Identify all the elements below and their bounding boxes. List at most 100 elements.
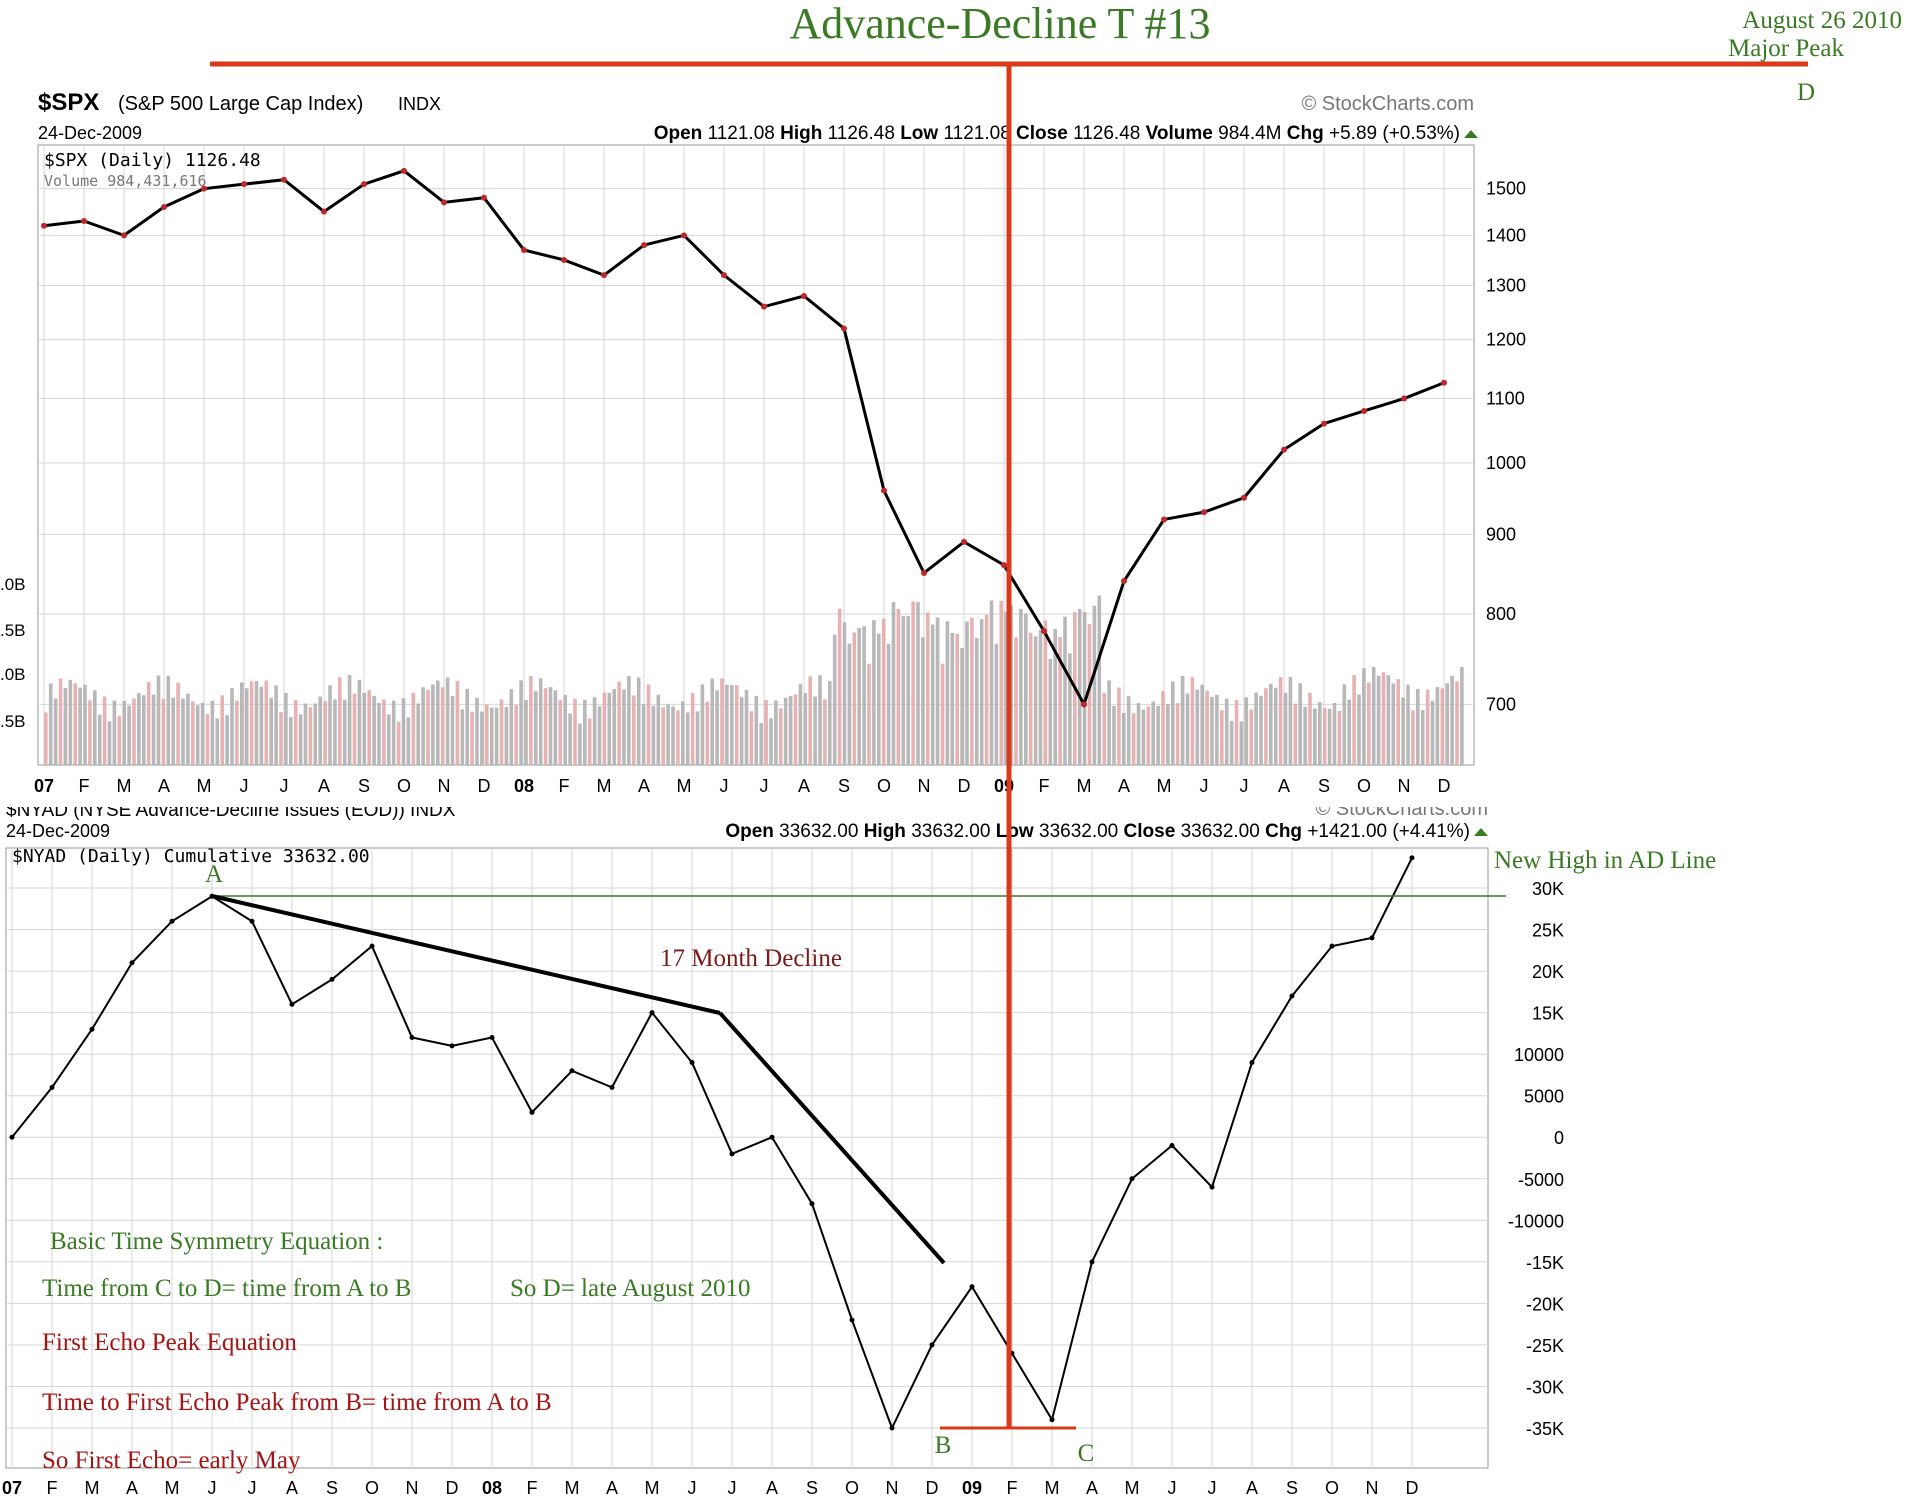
volume-bar	[813, 696, 817, 765]
spx-price-point	[121, 232, 127, 239]
volume-bar	[1288, 677, 1293, 765]
volume-bar	[720, 678, 724, 765]
spx-y-tick-label: 1200	[1486, 330, 1526, 350]
volume-bar	[284, 692, 288, 765]
volume-bar	[475, 697, 479, 765]
volume-bar	[764, 699, 768, 765]
volume-bar	[1229, 720, 1234, 765]
volume-bar	[88, 700, 92, 765]
volume-bar	[563, 694, 567, 765]
volume-bar	[749, 711, 754, 765]
volume-bar	[862, 626, 866, 765]
volume-bar	[450, 695, 455, 765]
spx-x-tick-label: J	[720, 776, 729, 796]
volume-bar	[1244, 697, 1249, 765]
nyad-x-tick-label: O	[845, 1478, 859, 1498]
volume-bar	[225, 715, 229, 765]
volume-bar	[685, 712, 690, 765]
volume-bar	[1318, 702, 1322, 765]
volume-bar	[1381, 672, 1386, 765]
spx-date: 24-Dec-2009	[38, 123, 142, 143]
spx-axis: 700 800 900 1000 1100 1200 1300 1400 1500 07 F M A M J…	[34, 179, 1526, 796]
nyad-y-tick-label: 30K	[1532, 879, 1564, 899]
nyad-point	[129, 960, 135, 966]
nyad-point	[729, 1151, 735, 1157]
volume-bar	[44, 712, 48, 765]
nyad-line	[11, 857, 1413, 1431]
spx-price-point	[281, 176, 287, 183]
volume-bar	[1102, 693, 1106, 765]
volume-bar	[406, 717, 411, 765]
spx-x-tick-label: M	[597, 776, 612, 796]
volume-bar	[1416, 688, 1420, 765]
nyad-x-tick-label: 09	[962, 1478, 982, 1498]
nyad-point	[769, 1134, 775, 1140]
volume-bar	[1171, 681, 1175, 765]
volume-bar	[524, 700, 528, 765]
nyad-plot-frame	[5, 847, 1489, 1469]
volume-bar	[759, 723, 763, 765]
volume-bar	[1195, 689, 1200, 765]
nyad-x-tick-label: F	[47, 1478, 58, 1498]
nyad-x-tick-label: A	[286, 1478, 298, 1498]
volume-bar	[872, 620, 876, 765]
nyad-open-label: Open	[725, 821, 774, 842]
volume-bar	[1396, 679, 1400, 765]
volume-bar	[313, 703, 318, 765]
volume-bar	[509, 689, 514, 765]
volume-bar	[617, 681, 621, 765]
volume-bar	[676, 710, 680, 765]
volume-bar	[803, 693, 808, 765]
nyad-high-label: High	[864, 821, 906, 842]
spx-volume-value: 984.4M	[1218, 123, 1281, 144]
spx-x-tick-label: 07	[34, 776, 54, 796]
spx-x-tick-label: D	[1438, 776, 1451, 796]
nyad-x-tick-label: F	[527, 1478, 538, 1498]
volume-bar	[984, 614, 989, 765]
nyad-x-tick-label: O	[1325, 1478, 1339, 1498]
nyad-point	[529, 1109, 535, 1115]
volume-bar	[1406, 684, 1410, 765]
nyad-y-tick-label: -30K	[1526, 1377, 1564, 1397]
volume-bar	[161, 698, 166, 765]
volume-bar	[916, 602, 920, 765]
nyad-x-tick-label: A	[606, 1478, 618, 1498]
volume-bar	[877, 633, 881, 765]
volume-bar	[671, 706, 675, 765]
volume-bar	[641, 704, 646, 765]
volume-bar	[1028, 632, 1033, 765]
nyad-x-tick-label: F	[1007, 1478, 1018, 1498]
spx-price-point	[1401, 395, 1407, 402]
echo-line-2: So First Echo= early May	[42, 1447, 301, 1474]
point-d-label: D	[1797, 79, 1815, 106]
spx-price-point	[481, 194, 487, 201]
spx-legend-price: $SPX (Daily) 1126.48	[44, 150, 261, 171]
nyad-point	[849, 1317, 855, 1323]
volume-bar	[347, 675, 352, 765]
volume-bar	[553, 690, 558, 765]
volume-bar	[1068, 653, 1072, 765]
volume-bar	[323, 701, 327, 765]
nyad-x-tick-label: S	[1286, 1478, 1298, 1498]
volume-bar	[1180, 675, 1185, 765]
volume-bar	[661, 707, 665, 765]
volume-bar	[372, 695, 376, 765]
vol-axis-label-4: .5B	[0, 712, 26, 731]
nyad-point	[489, 1035, 495, 1041]
volume-bar	[333, 699, 337, 765]
volume-bar	[700, 684, 705, 765]
nyad-point	[1049, 1417, 1055, 1423]
spx-series	[41, 167, 1447, 709]
nyad-point	[289, 1001, 295, 1007]
volume-bar	[730, 685, 734, 765]
vol-axis-label-3: .0B	[0, 665, 26, 684]
spx-y-tick-label: 1300	[1486, 275, 1526, 295]
volume-bar	[411, 692, 416, 765]
nyad-y-tick-label: 20K	[1532, 962, 1564, 982]
nyad-high-value: 33632.00	[911, 821, 990, 842]
spx-x-tick-label: N	[918, 776, 931, 796]
volume-bar	[1401, 697, 1405, 765]
spx-x-tick-label: A	[638, 776, 650, 796]
equation-line-1b: So D= late August 2010	[510, 1275, 751, 1302]
